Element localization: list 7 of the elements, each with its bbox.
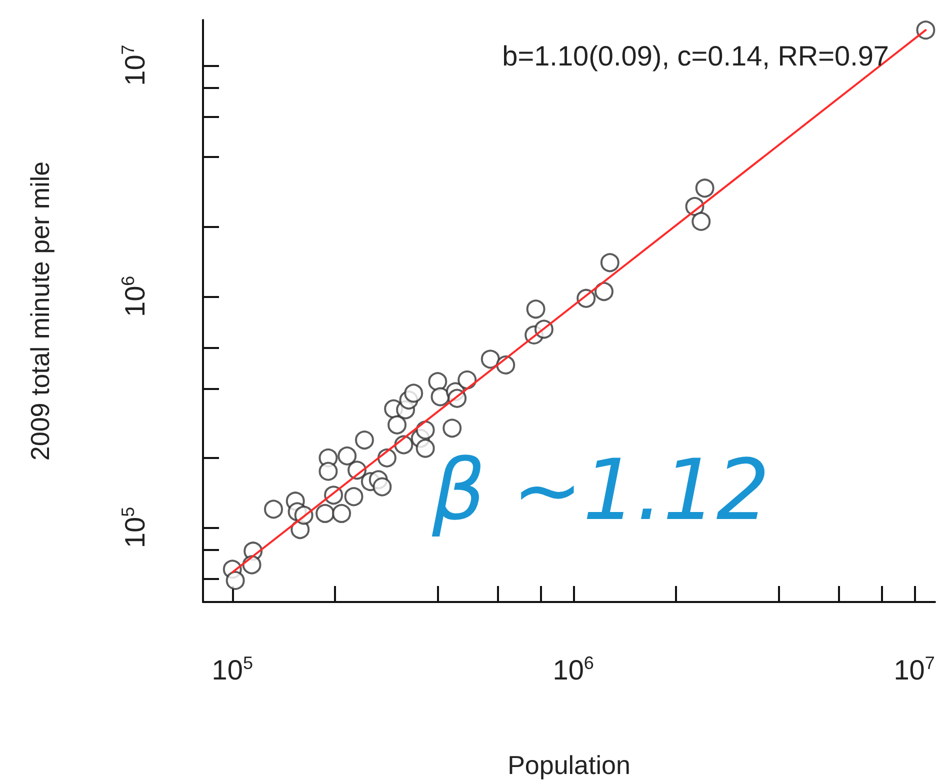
annotation: β ~1.12 — [431, 441, 770, 539]
y-tick-label: 105 — [118, 506, 150, 548]
x-axis-title: Population — [508, 750, 630, 780]
y-tick-label: 107 — [118, 44, 150, 86]
y-axis-title: 2009 total minute per mile — [25, 161, 55, 461]
y-tick-label: 106 — [118, 276, 150, 317]
annotation: b=1.10(0.09), c=0.14, RR=0.97 — [502, 40, 890, 72]
